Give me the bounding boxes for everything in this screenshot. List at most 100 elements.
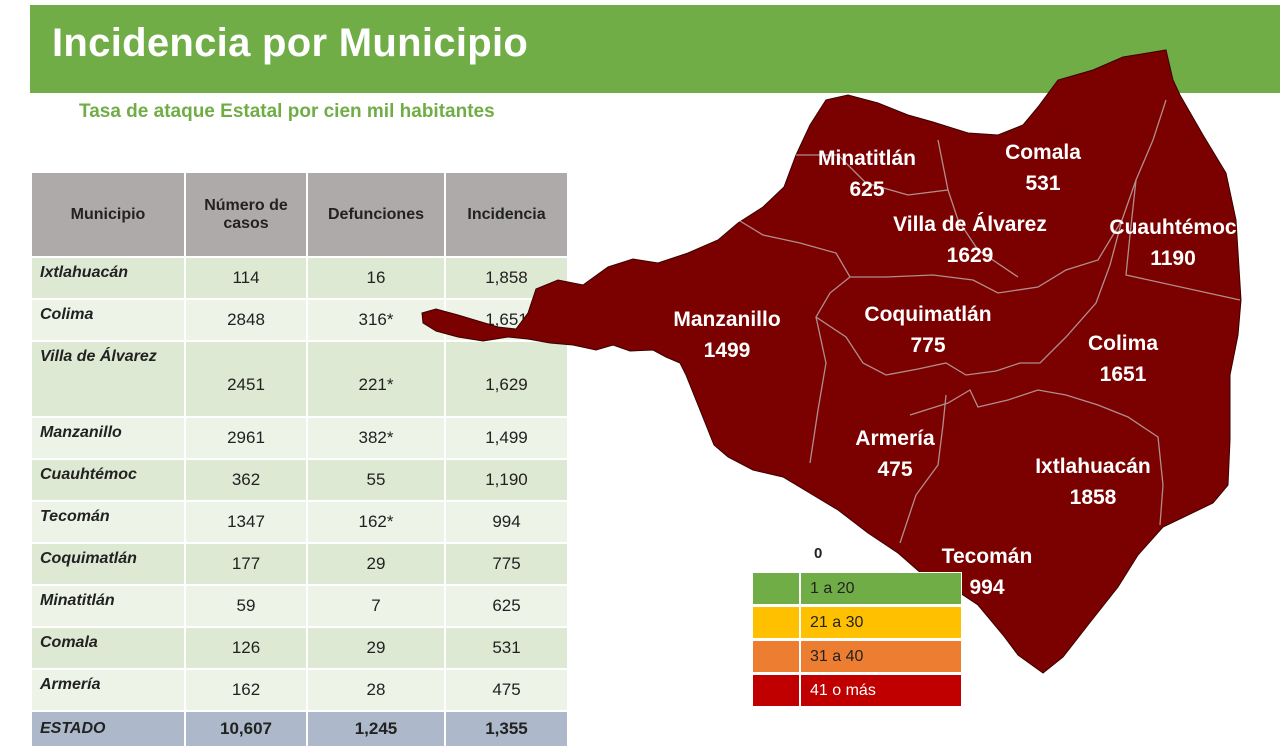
incidencia-cell: 1,629: [446, 342, 567, 416]
table-row: Coquimatlán 177 29 775: [32, 544, 567, 584]
casos-cell: 162: [186, 670, 306, 710]
municipality-name: Coquimatlán: [864, 303, 991, 326]
municipio-cell: Tecomán: [32, 502, 184, 542]
municipio-cell: Cuauhtémoc: [32, 460, 184, 500]
defunciones-cell: 1,245: [308, 712, 444, 746]
legend-item: 1 a 20: [752, 572, 962, 605]
municipality-label: Ixtlahuacán 1858: [1035, 455, 1151, 509]
municipality-label: Tecomán 994: [942, 545, 1033, 599]
defunciones-cell: 55: [308, 460, 444, 500]
municipality-label: Colima 1651: [1088, 332, 1158, 386]
column-header: Municipio: [32, 173, 184, 256]
state-shape: [421, 49, 1242, 674]
legend-item: 41 o más: [752, 674, 962, 707]
defunciones-cell: 316*: [308, 300, 444, 340]
column-header: Número de casos: [186, 173, 306, 256]
municipality-value: 1190: [1150, 247, 1196, 270]
municipio-cell: Armería: [32, 670, 184, 710]
legend-swatch: [752, 674, 800, 707]
municipality-name: Villa de Álvarez: [893, 213, 1047, 236]
municipality-value: 1629: [947, 244, 994, 267]
casos-cell: 1347: [186, 502, 306, 542]
municipio-cell: Colima: [32, 300, 184, 340]
casos-cell: 10,607: [186, 712, 306, 746]
casos-cell: 126: [186, 628, 306, 668]
colima-map: Minatitlán 625 Comala 531 Villa de Álvarez 16…: [421, 49, 1242, 674]
column-header: Defunciones: [308, 173, 444, 256]
casos-cell: 2848: [186, 300, 306, 340]
municipio-cell: Coquimatlán: [32, 544, 184, 584]
table-row: Minatitlán 59 7 625: [32, 586, 567, 626]
page-title: Incidencia por Municipio: [52, 21, 529, 65]
incidencia-cell: 775: [446, 544, 567, 584]
legend-label: 21 a 30: [800, 606, 962, 639]
subtitle: Tasa de ataque Estatal por cien mil habi…: [79, 101, 495, 122]
municipality-name: Armería: [855, 427, 935, 450]
casos-cell: 2961: [186, 418, 306, 458]
municipio-cell: Manzanillo: [32, 418, 184, 458]
municipality-value: 1858: [1070, 486, 1117, 509]
municipality-borders: [739, 99, 1241, 544]
municipality-name: Ixtlahuacán: [1035, 455, 1151, 478]
legend-swatch: [752, 640, 800, 673]
casos-cell: 362: [186, 460, 306, 500]
legend-label: 1 a 20: [800, 572, 962, 605]
legend-item: 21 a 30: [752, 606, 962, 639]
incidencia-cell: 1,355: [446, 712, 567, 746]
defunciones-cell: 382*: [308, 418, 444, 458]
municipio-cell: Minatitlán: [32, 586, 184, 626]
municipality-label: Coquimatlán 775: [864, 303, 991, 357]
defunciones-cell: 221*: [308, 342, 444, 416]
municipality-value: 531: [1025, 172, 1060, 195]
municipio-cell: Ixtlahuacán: [32, 258, 184, 298]
defunciones-cell: 16: [308, 258, 444, 298]
incidencia-cell: 1,499: [446, 418, 567, 458]
incidencia-cell: 475: [446, 670, 567, 710]
municipality-label: Cuauhtémoc 1190: [1109, 216, 1237, 270]
casos-cell: 59: [186, 586, 306, 626]
municipality-value: 625: [849, 178, 884, 201]
municipio-cell: Villa de Álvarez: [32, 342, 184, 416]
municipio-cell: ESTADO: [32, 712, 184, 746]
municipality-value: 775: [910, 334, 945, 357]
table-row: Armería 162 28 475: [32, 670, 567, 710]
municipality-label: Villa de Álvarez 1629: [893, 213, 1047, 267]
defunciones-cell: 29: [308, 628, 444, 668]
table-total-row: ESTADO 10,607 1,245 1,355: [32, 712, 567, 746]
municipality-name: Tecomán: [942, 545, 1033, 568]
municipality-name: Minatitlán: [818, 147, 916, 170]
municipality-name: Colima: [1088, 332, 1158, 355]
table-row: Cuauhtémoc 362 55 1,190: [32, 460, 567, 500]
municipality-label: Manzanillo 1499: [673, 308, 780, 362]
municipality-label: Comala 531: [1005, 141, 1081, 195]
incidencia-cell: 625: [446, 586, 567, 626]
incidencia-cell: 1,190: [446, 460, 567, 500]
table-row: Villa de Álvarez 2451 221* 1,629: [32, 342, 567, 416]
municipality-label: Minatitlán 625: [818, 147, 916, 201]
legend-zero-label: 0: [814, 545, 823, 562]
defunciones-cell: 7: [308, 586, 444, 626]
municipality-value: 994: [969, 576, 1004, 599]
incidencia-cell: 994: [446, 502, 567, 542]
municipality-value: 1651: [1100, 363, 1147, 386]
municipality-name: Manzanillo: [673, 308, 780, 331]
table-row: Tecomán 1347 162* 994: [32, 502, 567, 542]
legend-swatch: [752, 572, 800, 605]
defunciones-cell: 28: [308, 670, 444, 710]
defunciones-cell: 162*: [308, 502, 444, 542]
municipality-value: 475: [877, 458, 912, 481]
incidencia-cell: 531: [446, 628, 567, 668]
municipality-name: Cuauhtémoc: [1109, 216, 1237, 239]
casos-cell: 2451: [186, 342, 306, 416]
title-banner: Incidencia por Municipio: [30, 5, 1280, 93]
table-row: Comala 126 29 531: [32, 628, 567, 668]
defunciones-cell: 29: [308, 544, 444, 584]
legend-item: 31 a 40: [752, 640, 962, 673]
casos-cell: 114: [186, 258, 306, 298]
municipality-label: Armería 475: [855, 427, 935, 481]
municipality-name: Comala: [1005, 141, 1081, 164]
legend-swatch: [752, 606, 800, 639]
table-header-row: Municipio Número de casos Defunciones In…: [32, 173, 567, 256]
municipio-cell: Comala: [32, 628, 184, 668]
legend-label: 41 o más: [800, 674, 962, 707]
